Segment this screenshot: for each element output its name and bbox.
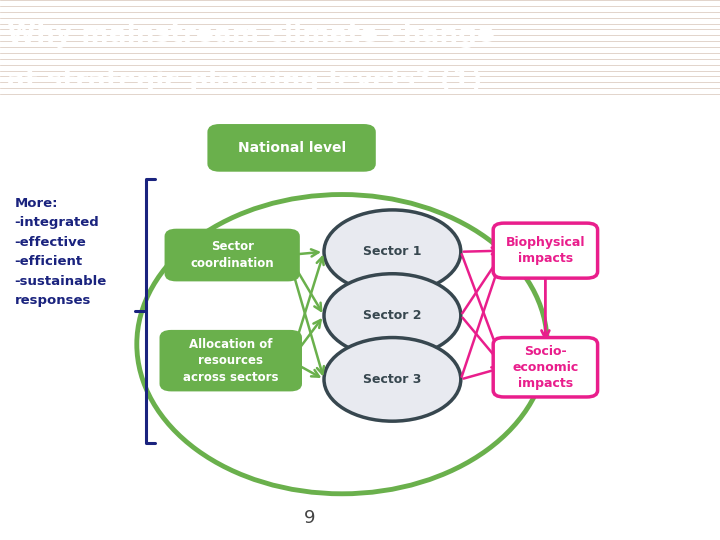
Ellipse shape: [324, 338, 461, 421]
Text: 9: 9: [304, 509, 315, 527]
Text: National level: National level: [238, 141, 346, 155]
Text: More:
-integrated
-effective
-efficient
-sustainable
responses: More: -integrated -effective -efficient …: [14, 197, 107, 307]
Text: Allocation of
resources
across sectors: Allocation of resources across sectors: [183, 338, 279, 383]
Text: Sector 1: Sector 1: [363, 245, 422, 258]
Text: at strategic planning levels? (1): at strategic planning levels? (1): [7, 68, 482, 94]
Text: Sector 2: Sector 2: [363, 309, 422, 322]
Text: Sector 3: Sector 3: [363, 373, 422, 386]
FancyBboxPatch shape: [161, 331, 301, 390]
Text: Biophysical
impacts: Biophysical impacts: [505, 236, 585, 265]
Ellipse shape: [324, 274, 461, 357]
Text: Socio-
economic
impacts: Socio- economic impacts: [512, 345, 579, 390]
Text: Why mainstream climate change: Why mainstream climate change: [7, 22, 495, 48]
FancyBboxPatch shape: [166, 230, 299, 280]
Text: Sector
coordination: Sector coordination: [190, 240, 274, 270]
FancyBboxPatch shape: [493, 223, 598, 278]
Ellipse shape: [324, 210, 461, 294]
FancyBboxPatch shape: [493, 338, 598, 397]
FancyBboxPatch shape: [209, 125, 374, 170]
